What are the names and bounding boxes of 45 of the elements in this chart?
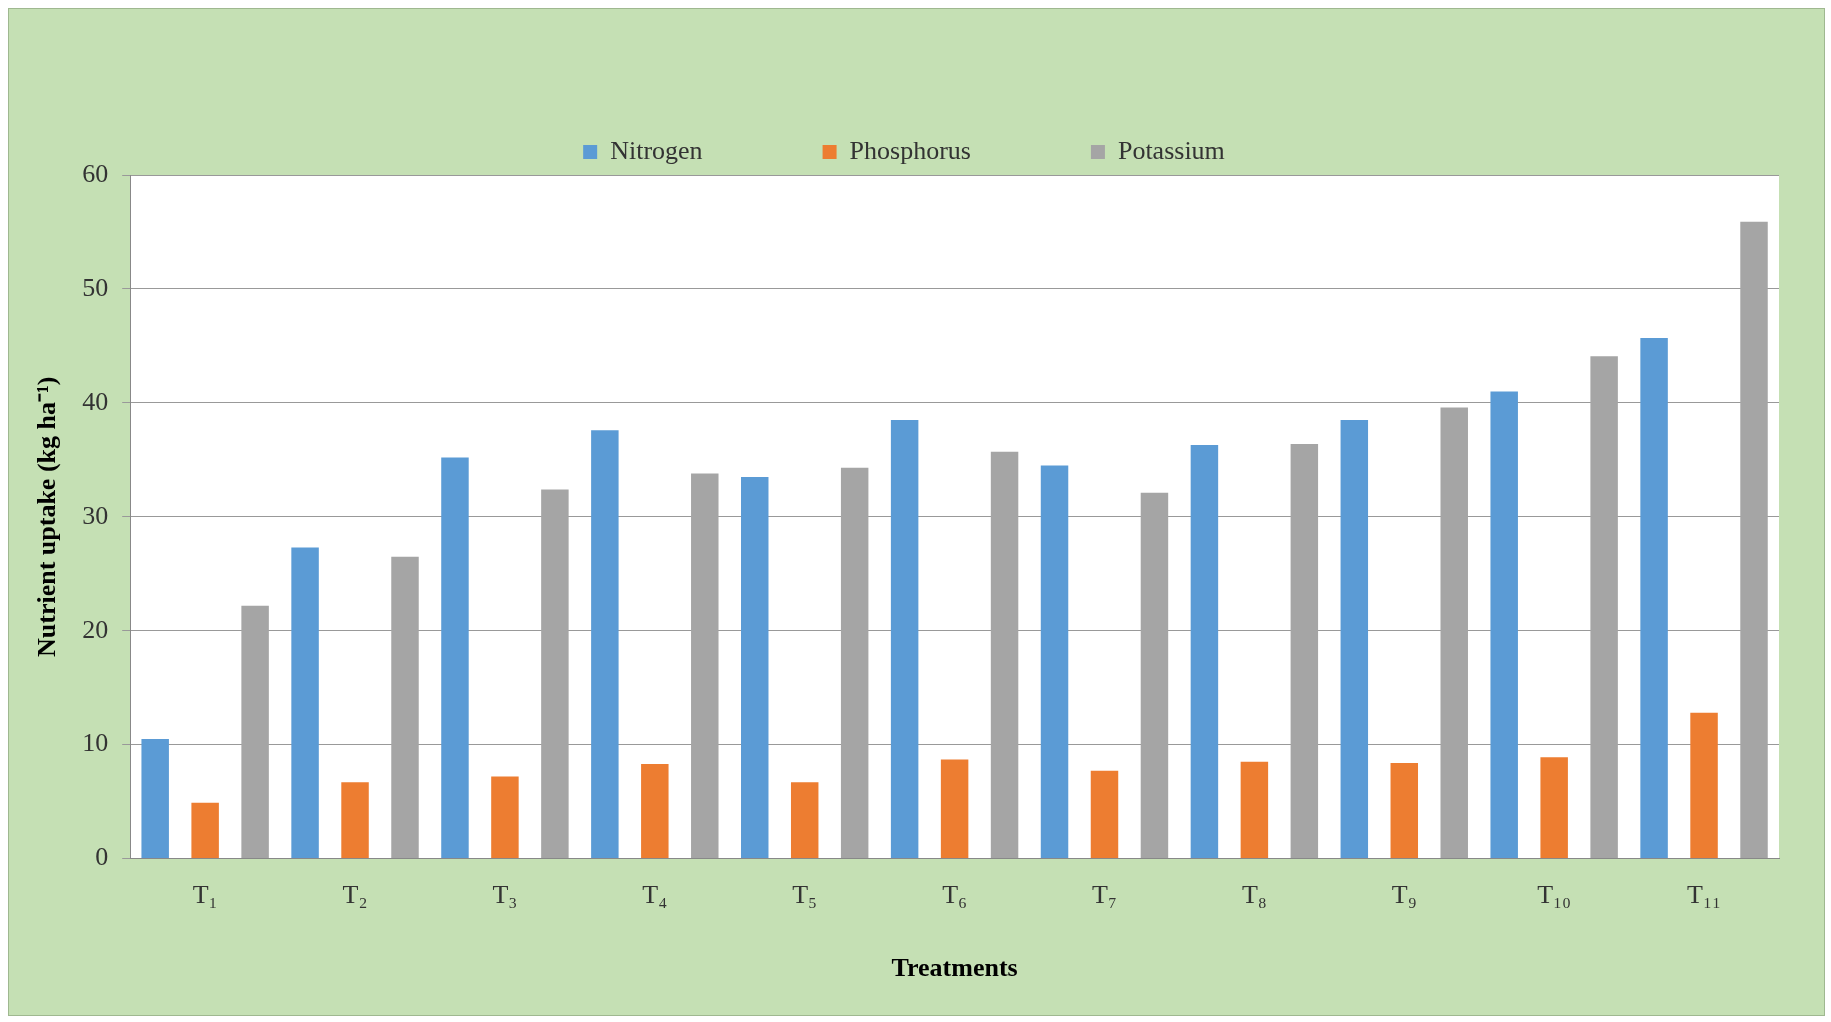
bar [890,419,919,859]
bar [1240,761,1269,859]
legend-label: Phosphorus [849,135,971,165]
x-axis-title: Treatments [891,953,1018,983]
y-tick-label: 10 [82,728,109,758]
x-tick-label: T₉ [1391,880,1417,910]
bar [741,476,769,859]
x-tick-label: T₃ [492,880,518,910]
bar [141,738,169,859]
bar [591,430,619,859]
x-tick-label: T₁₀ [1537,880,1572,910]
x-tick-label: T₄ [642,880,668,910]
x-tick-label: T₁ [192,880,218,910]
bar [1190,445,1219,859]
legend-label: Nitrogen [610,135,703,165]
bar [491,776,519,859]
bar [1690,712,1718,859]
y-tick-label: 0 [95,842,109,872]
y-axis-title: Nutrient uptake (kg ha⁻¹) [32,376,62,658]
bar [940,759,969,859]
y-tick-label: 30 [82,500,109,530]
bar [1640,337,1668,859]
x-tick-label: T₇ [1092,880,1117,910]
bar [1040,465,1069,859]
bar [291,547,319,859]
y-tick-label: 40 [82,386,109,416]
x-tick-label: T₈ [1241,880,1267,910]
bar [790,782,819,859]
bar [191,802,219,859]
x-tick-label: T₁₁ [1687,880,1722,910]
bar [1390,762,1419,859]
y-tick-label: 50 [82,272,109,302]
x-tick-label: T₅ [792,880,818,910]
bar [1090,770,1119,859]
bar [1340,419,1369,859]
bar [641,764,669,859]
bar [1490,391,1518,859]
bar [1540,757,1568,859]
y-tick-label: 60 [82,158,109,188]
x-tick-label: T₆ [942,880,968,910]
y-tick-label: 20 [82,614,109,644]
bar [341,782,369,859]
bar [441,457,469,859]
x-tick-label: T₂ [342,880,368,910]
legend-label: Potassium [1117,135,1225,165]
